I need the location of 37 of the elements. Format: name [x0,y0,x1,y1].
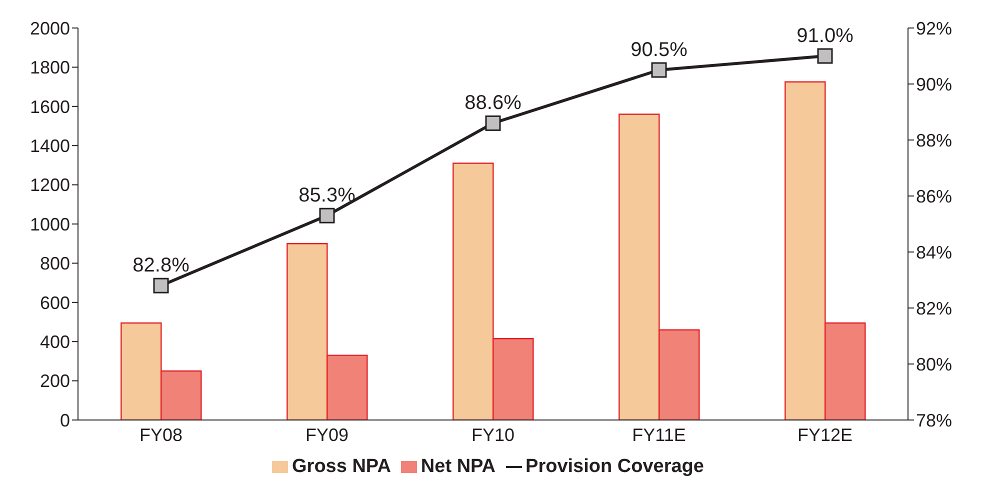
y-tick-label: 1000 [30,214,70,234]
x-tick-label: FY12E [797,424,853,445]
data-label: 88.6% [464,92,522,114]
y2-tick-label: 84% [916,242,952,262]
y-tick-label: 1800 [30,58,70,78]
y2-tick-label: 82% [916,298,952,318]
y-tick-label: 600 [40,292,70,313]
y-tick-label: 1200 [30,175,70,196]
data-label: 82.8% [132,254,190,277]
legend-label: Net NPA [420,456,496,477]
y-tick-label: 1600 [30,96,70,117]
point [153,278,169,294]
data-label: 91.0% [796,25,854,47]
y-tick-label: 2000 [30,18,70,38]
y2-tick-label: 90% [916,74,952,94]
point [319,208,335,224]
y2-tick-label: 86% [916,186,952,206]
y-tick-label: 0 [60,410,70,430]
data-label: 90.5% [630,39,688,61]
data-label: 85.3% [298,184,356,207]
y-tick-label: 400 [40,332,70,352]
x-tick-label: FY08 [139,424,183,445]
legend-label: Provision Coverage [526,456,704,477]
x-tick-label: FY11E [632,424,686,445]
x-tick-label: FY09 [305,424,349,445]
y2-tick-label: 88% [916,130,952,150]
y-tick-label: 1400 [30,136,70,156]
point [817,48,833,64]
y-tick-label: 800 [40,254,70,274]
point [651,62,667,78]
y-tick-label: 200 [40,371,70,392]
y2-tick-label: 80% [916,354,952,374]
point [485,115,501,131]
legend-label: Gross NPA [292,456,391,477]
y2-tick-label: 78% [916,410,952,430]
x-tick-label: FY10 [471,424,515,445]
y2-tick-label: 92% [916,18,952,38]
